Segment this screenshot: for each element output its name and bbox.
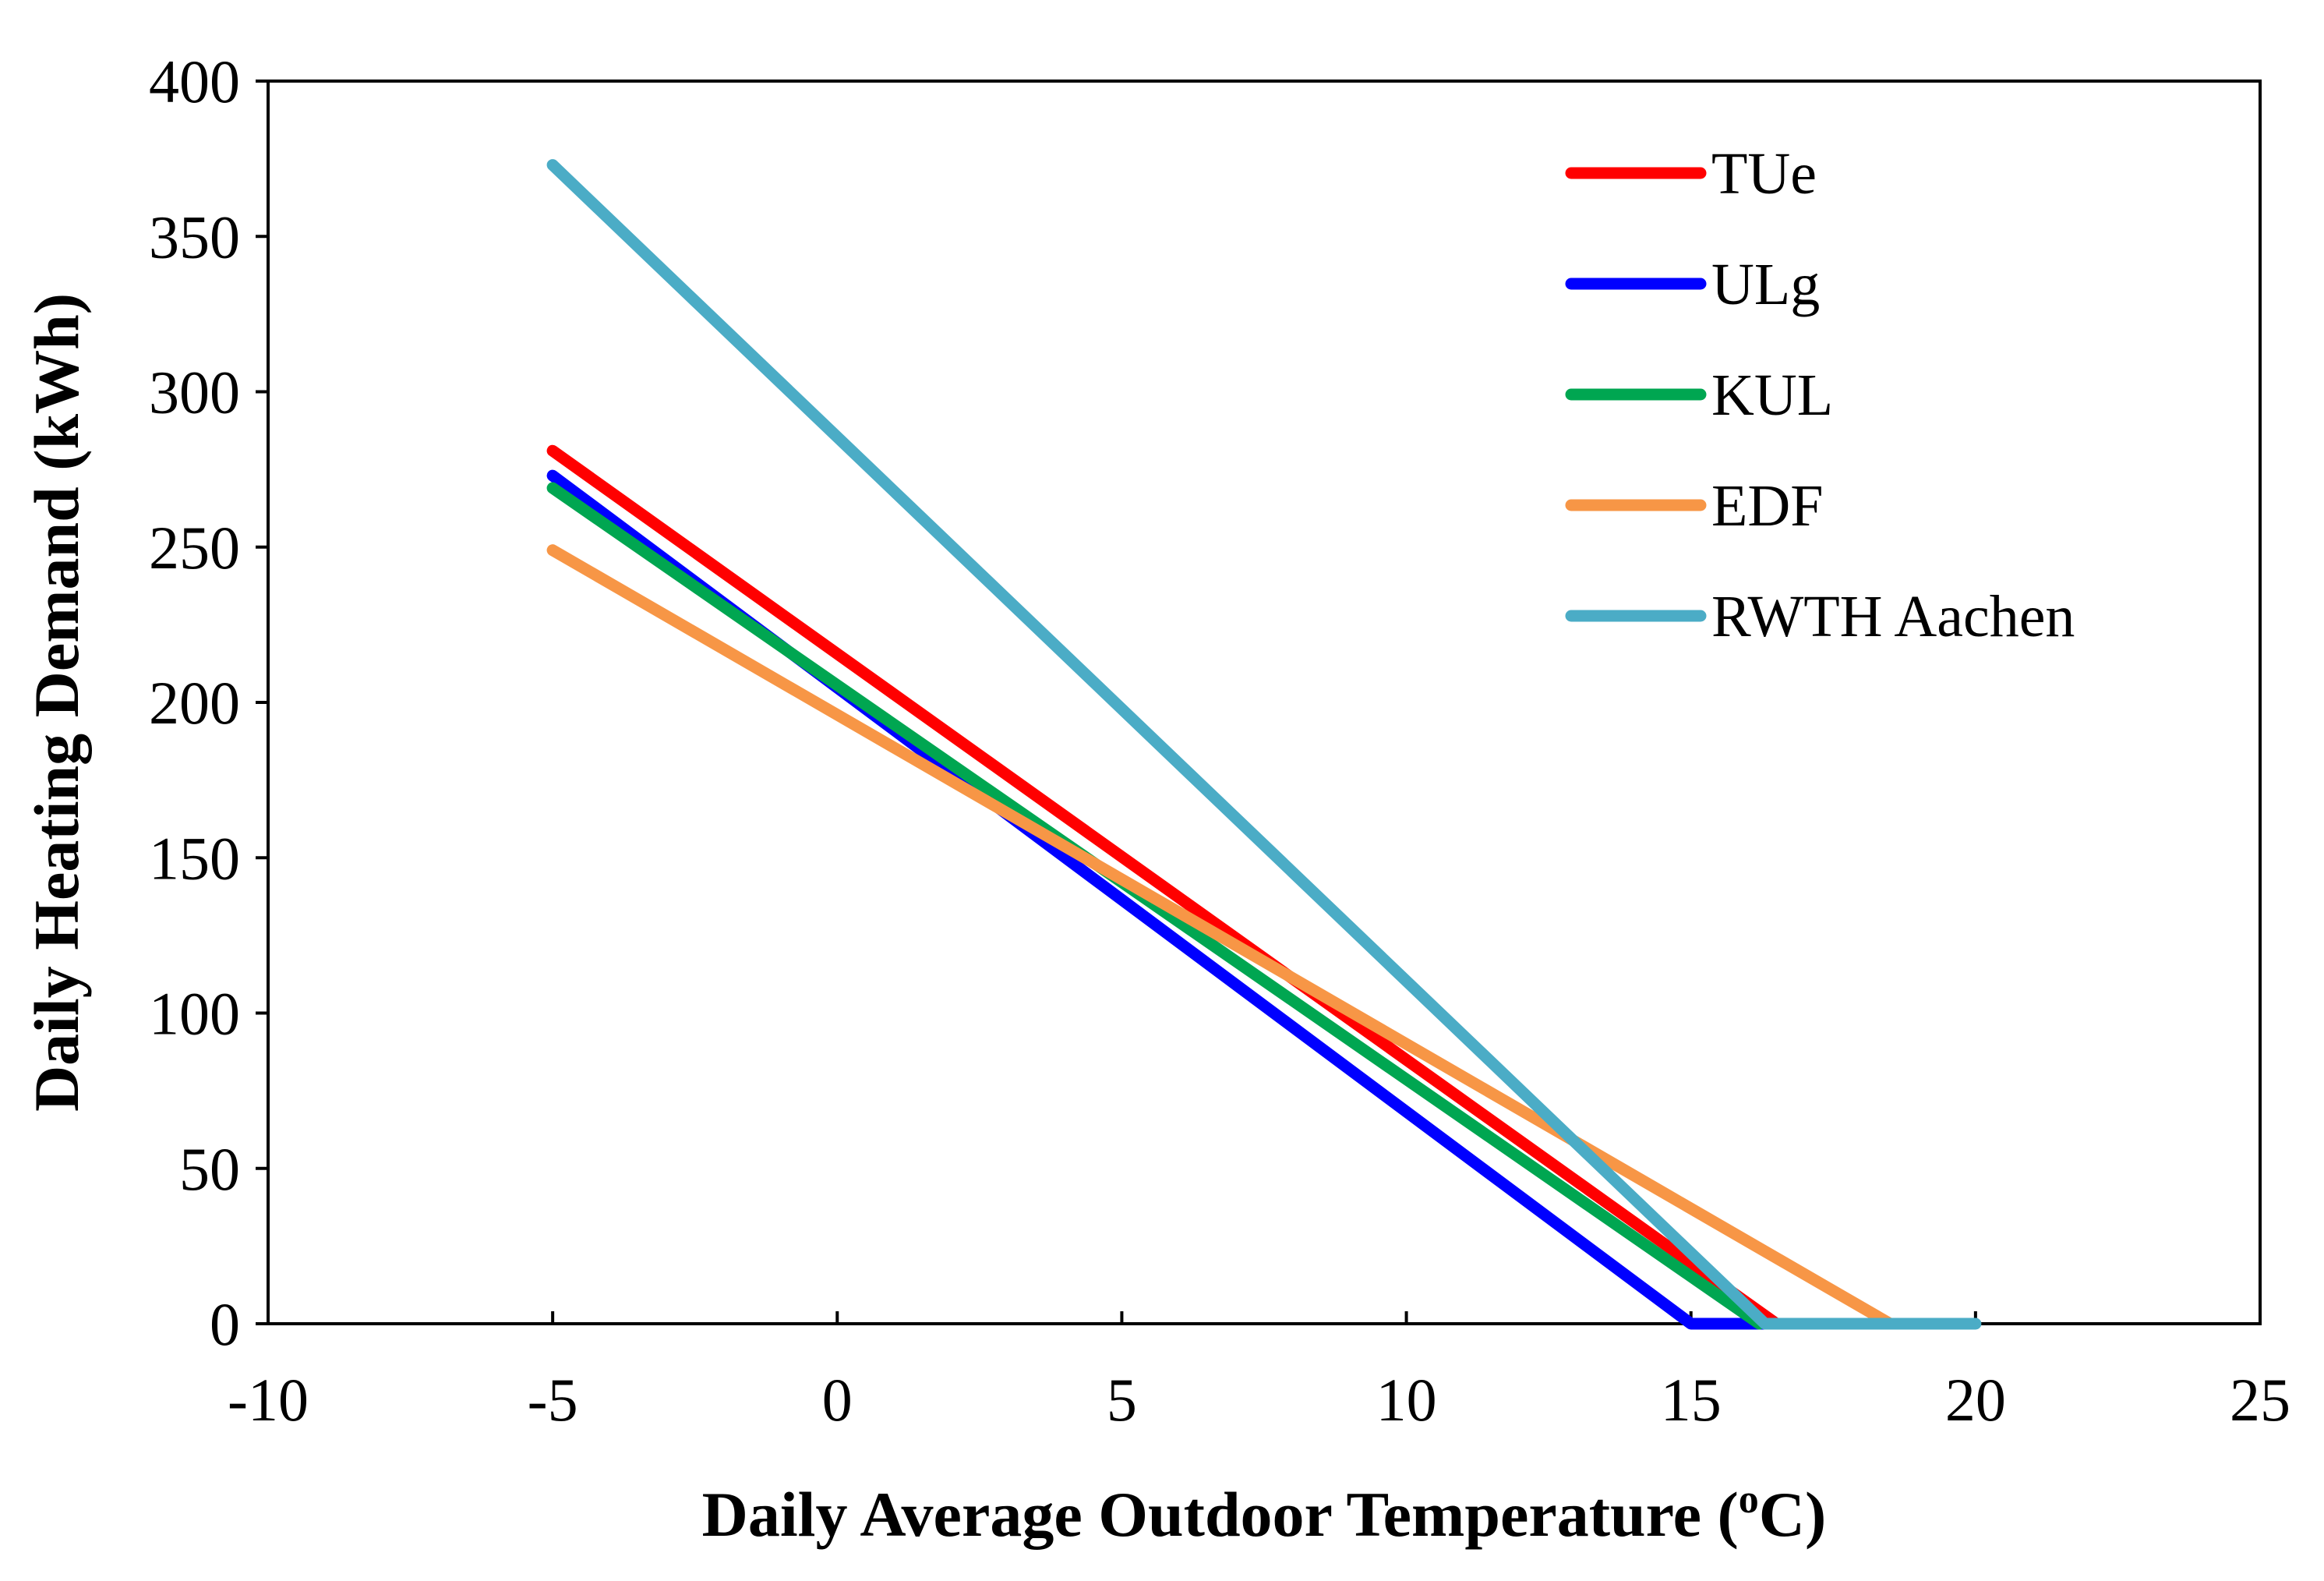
x-tick-label: -5 (528, 1366, 578, 1434)
y-tick-label: 350 (149, 203, 240, 271)
x-tick-label: 0 (822, 1366, 853, 1434)
x-tick-label: -10 (228, 1366, 309, 1434)
x-axis-ticks: -10 -5 0 5 10 15 20 25 (228, 1311, 2290, 1434)
series-line-ulg (546, 469, 1771, 1330)
legend-label: ULg (1711, 252, 1820, 317)
y-tick-label: 400 (149, 48, 240, 115)
x-tick-label: 25 (2230, 1366, 2290, 1434)
y-axis-ticks: 0 50 100 150 200 250 300 350 400 (149, 48, 268, 1358)
y-tick-label: 250 (149, 514, 240, 582)
legend-label: EDF (1711, 473, 1824, 539)
legend: TUe ULg KUL EDF RWTH Aachen (1565, 141, 2075, 649)
x-tick-label: 5 (1107, 1366, 1137, 1434)
x-axis-title: Daily Average Outdoor Temperature (oC) (702, 1477, 1827, 1550)
series-line-kul (546, 482, 1765, 1330)
y-tick-label: 100 (149, 980, 240, 1048)
x-axis-title-superscript: o (1739, 1477, 1759, 1522)
x-tick-label: 15 (1661, 1366, 1722, 1434)
legend-label: TUe (1711, 141, 1817, 207)
series-lines (546, 159, 1982, 1330)
y-tick-label: 0 (210, 1290, 240, 1358)
y-axis-title: Daily Heating Demand (kWh) (21, 293, 92, 1112)
series-line-rwth-aachen (546, 159, 1982, 1330)
y-tick-label: 300 (149, 359, 240, 426)
series-line-edf (546, 544, 1896, 1330)
x-tick-label: 10 (1376, 1366, 1437, 1434)
x-axis-title-text: Daily Average Outdoor Temperature ( (702, 1479, 1739, 1550)
x-axis-title-unit: C) (1759, 1479, 1827, 1550)
legend-label: KUL (1711, 363, 1833, 428)
y-tick-label: 150 (149, 824, 240, 892)
x-tick-label: 20 (1945, 1366, 2006, 1434)
y-tick-label: 50 (179, 1135, 240, 1203)
series-line-tue (546, 444, 1782, 1330)
legend-label: RWTH Aachen (1711, 584, 2075, 649)
y-tick-label: 200 (149, 669, 240, 737)
plot-area (267, 80, 2262, 1325)
